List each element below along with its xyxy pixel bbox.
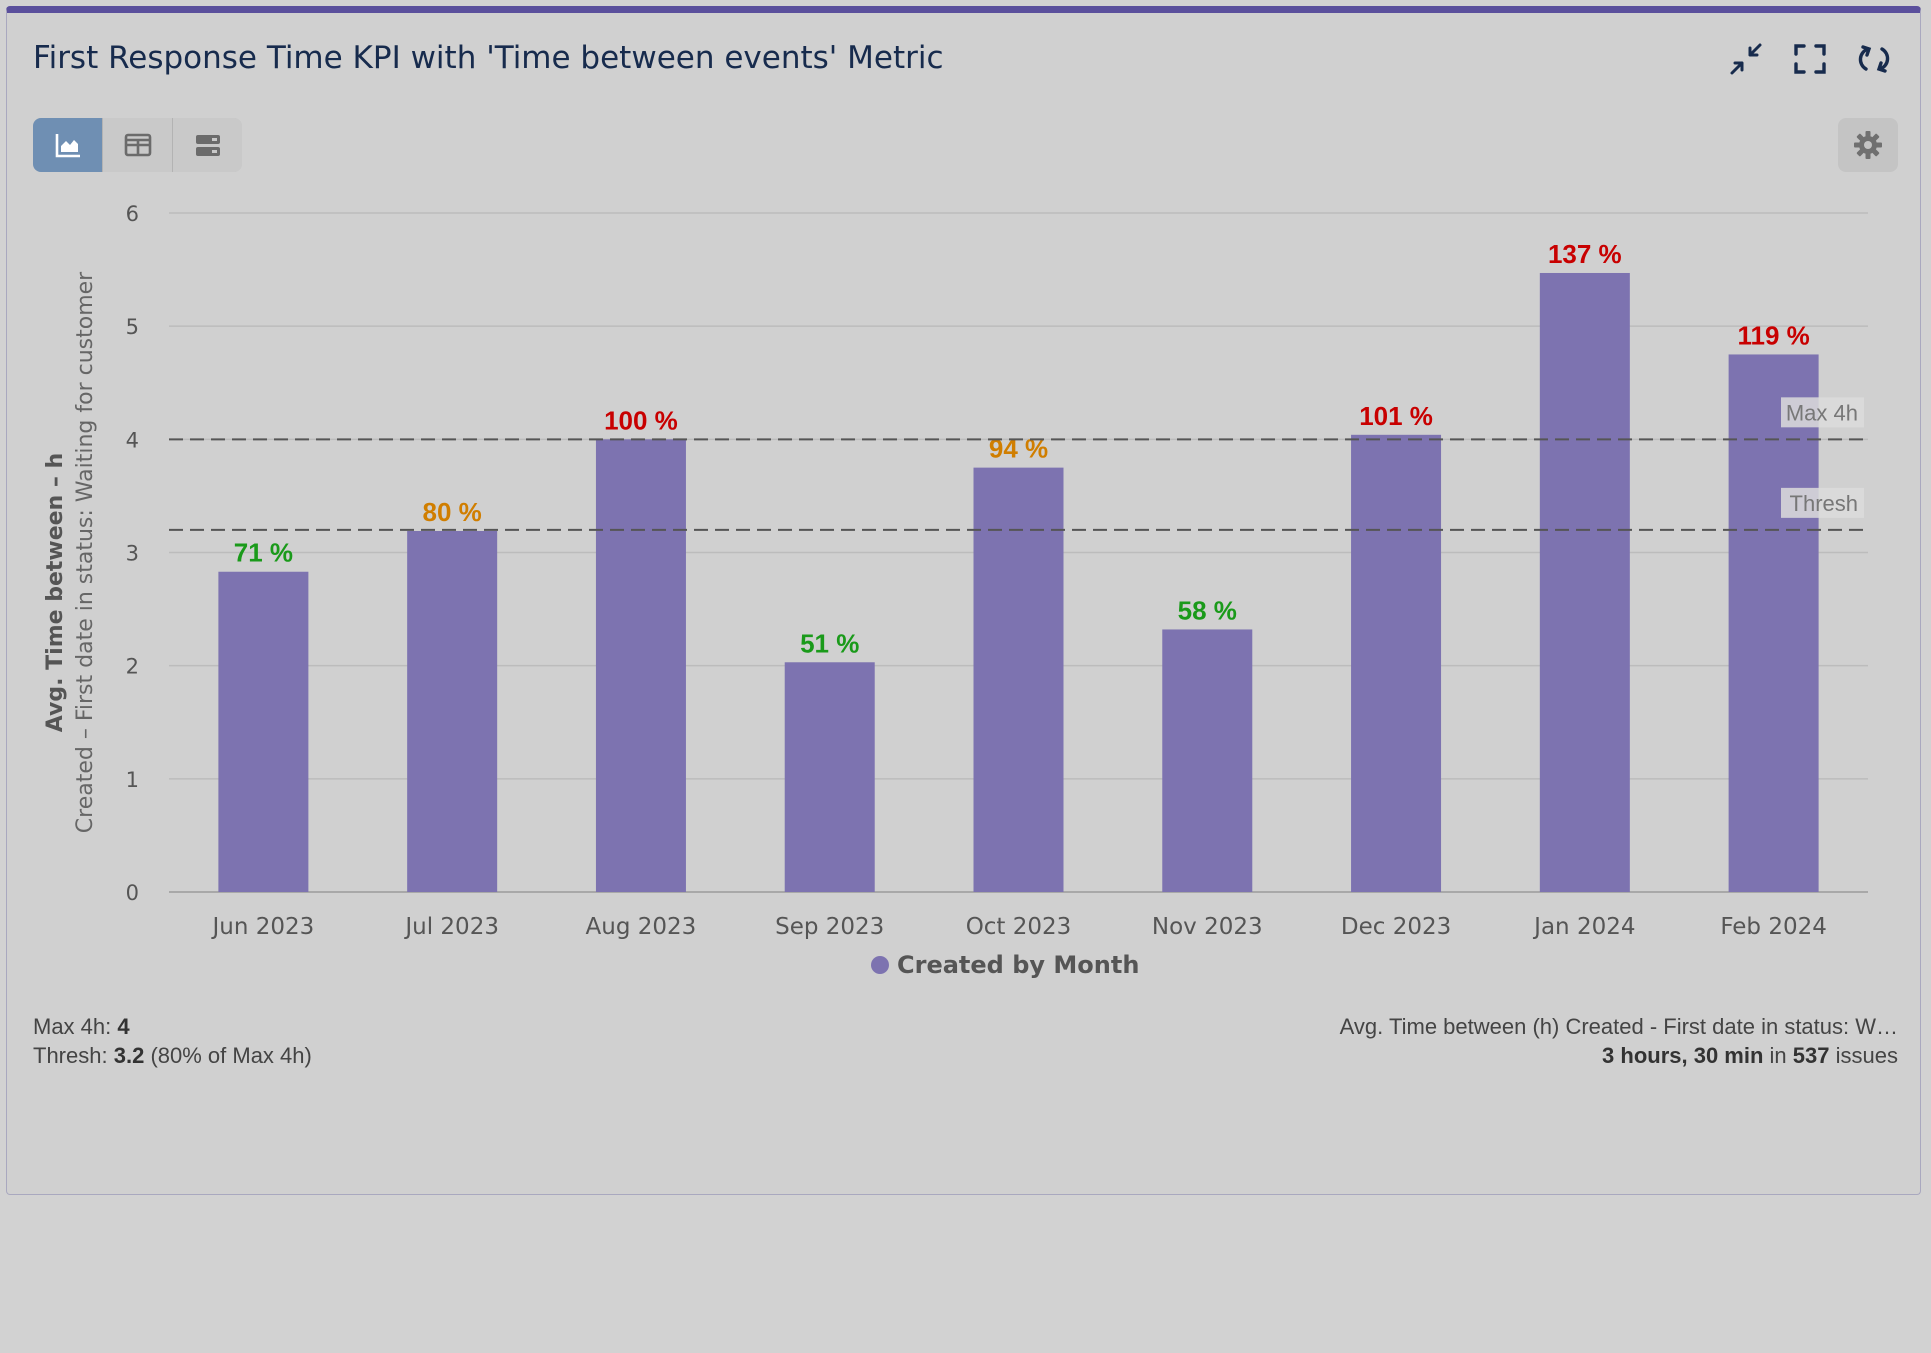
bar	[1162, 629, 1253, 892]
y-axis-label-secondary: Created – First date in status: Waiting …	[73, 271, 98, 833]
data-label: 100 %	[604, 405, 678, 435]
y-tick-label: 6	[126, 202, 139, 226]
metric-summary: Avg. Time between (h) Created - First da…	[1340, 1012, 1898, 1070]
bar	[595, 439, 686, 892]
y-tick-label: 4	[126, 428, 139, 452]
bar	[1351, 434, 1442, 892]
metric-label: Avg. Time between (h) Created - First da…	[1339, 1014, 1898, 1039]
refresh-icon[interactable]	[1855, 40, 1893, 78]
bar-chart: 0 1 2 3 4 5 6 Avg. Time between – h Created – Fi…	[43, 202, 1868, 979]
y-tick-label: 0	[126, 881, 139, 905]
reference-line-label: Thresh	[1790, 491, 1858, 516]
x-tick-label: Aug 2023	[586, 914, 697, 940]
kpi-summary: Max 4h: 4 Thresh: 3.2 (80% of Max 4h)	[33, 1012, 312, 1070]
x-tick-label: Jan 2024	[1532, 914, 1635, 940]
y-axis-label-primary: Avg. Time between – h	[43, 453, 68, 732]
data-label: 71 %	[234, 538, 293, 568]
reference-label-bg	[1781, 487, 1864, 518]
x-tick-label: Jul 2023	[403, 914, 499, 940]
bar	[1539, 272, 1630, 892]
data-label: 137 %	[1548, 239, 1622, 269]
x-tick-label: Feb 2024	[1720, 914, 1827, 940]
chart-view-button[interactable]	[33, 118, 103, 172]
data-label: 58 %	[1178, 595, 1237, 625]
y-tick-label: 5	[126, 315, 139, 339]
reference-line-label: Max 4h	[1786, 400, 1858, 425]
x-tick-label: Nov 2023	[1152, 914, 1263, 940]
max-value: 4	[117, 1014, 130, 1039]
bar	[784, 662, 875, 892]
thresh-value: 3.2	[113, 1043, 145, 1068]
list-view-icon	[195, 135, 220, 156]
bar	[407, 530, 498, 892]
view-switcher	[33, 118, 242, 172]
y-tick-label: 2	[126, 655, 139, 679]
legend-marker	[871, 956, 889, 974]
chart-view-icon	[55, 134, 80, 158]
table-view-icon	[124, 133, 151, 157]
bar	[218, 571, 309, 892]
x-tick-label: Oct 2023	[966, 914, 1072, 940]
legend-label: Created by Month	[897, 951, 1139, 979]
data-label: 94 %	[989, 434, 1048, 464]
list-view-button[interactable]	[173, 118, 242, 172]
x-tick-label: Jun 2023	[210, 914, 314, 940]
metric-total: 3 hours, 30 min in 537 issues	[1602, 1043, 1898, 1068]
thresh-summary: Thresh: 3.2 (80% of Max 4h)	[33, 1043, 312, 1068]
settings-button[interactable]	[1838, 118, 1898, 172]
max-summary: Max 4h: 4	[33, 1014, 130, 1039]
reference-label-bg	[1781, 397, 1864, 428]
header-actions	[1727, 40, 1893, 78]
bar	[1728, 354, 1819, 892]
data-label: 51 %	[800, 628, 859, 658]
y-tick-label: 3	[126, 542, 139, 566]
gear-icon	[1854, 131, 1882, 159]
bar	[973, 467, 1064, 892]
collapse-icon[interactable]	[1727, 40, 1765, 78]
y-tick-label: 1	[126, 768, 139, 792]
data-label: 101 %	[1359, 401, 1433, 431]
page-title: First Response Time KPI with 'Time betwe…	[33, 40, 944, 76]
table-view-button[interactable]	[103, 118, 173, 172]
fullscreen-icon[interactable]	[1791, 40, 1829, 78]
data-label: 119 %	[1737, 320, 1809, 350]
x-tick-label: Dec 2023	[1341, 914, 1451, 940]
data-label: 80 %	[423, 497, 482, 527]
x-tick-label: Sep 2023	[775, 914, 884, 940]
